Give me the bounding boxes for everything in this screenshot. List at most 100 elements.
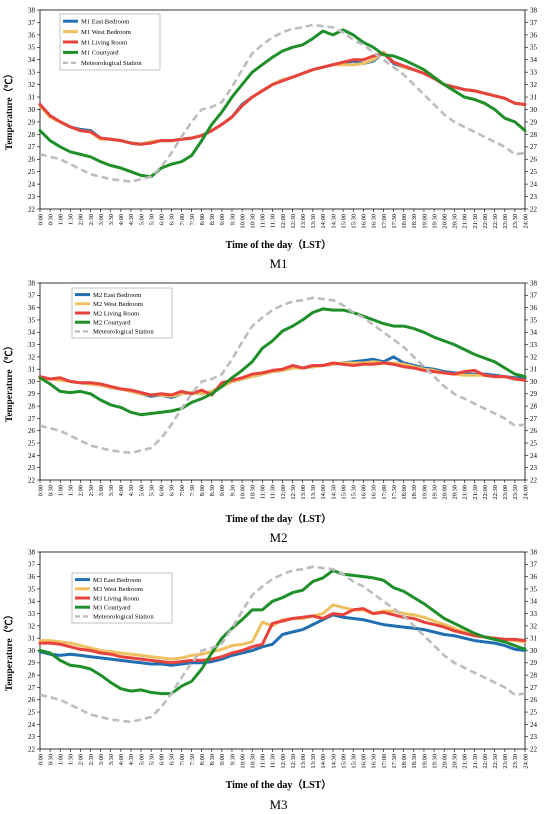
x-tick-label: 16:00 (361, 214, 368, 229)
x-tick-label: 10:00 (239, 214, 246, 229)
x-tick-label: 12:00 (280, 485, 287, 500)
x-tick-label: 6:30 (169, 214, 176, 225)
x-tick-label: 7:00 (179, 754, 186, 765)
y-tick-label: 28 (28, 131, 36, 139)
x-tick-label: 20:00 (441, 754, 448, 769)
chart-caption: M2 (269, 530, 287, 545)
x-tick-label: 12:30 (290, 754, 297, 769)
x-tick-label: 20:30 (452, 214, 459, 229)
y-tick-label-right: 22 (530, 205, 538, 213)
x-tick-label: 6:00 (159, 214, 166, 225)
x-tick-label: 4:00 (118, 214, 125, 225)
y-tick-label: 26 (28, 427, 36, 435)
x-tick-label: 19:30 (431, 754, 438, 769)
legend-entry: M1 East Bedroom (81, 19, 130, 26)
x-tick-label: 21:00 (462, 754, 469, 769)
y-tick-label: 24 (28, 721, 36, 729)
x-tick-label: 3:00 (98, 214, 105, 225)
x-tick-label: 9:00 (219, 214, 226, 225)
y-tick-label-right: 32 (530, 353, 538, 361)
y-tick-label-right: 34 (530, 329, 538, 337)
x-tick-label: 18:30 (411, 754, 418, 769)
x-tick-label: 0:00 (37, 214, 44, 225)
chart-panel-m2: 22 22 23 23 24 24 25 25 26 26 27 27 28 28 29 29 30 30 31 31… (3, 279, 538, 545)
y-tick-label: 35 (28, 316, 36, 324)
y-tick-label: 31 (28, 366, 36, 374)
legend-entry: M1 West Bedroom (81, 29, 132, 36)
y-tick-label: 30 (28, 106, 36, 114)
y-tick-label: 33 (28, 341, 36, 349)
x-tick-label: 3:00 (98, 485, 105, 496)
x-tick-label: 8:00 (199, 485, 206, 496)
x-tick-label: 7:30 (189, 754, 196, 765)
x-tick-label: 2:30 (88, 214, 95, 225)
y-tick-label: 28 (28, 672, 36, 680)
y-tick-label-right: 37 (530, 19, 538, 27)
x-tick-label: 7:00 (179, 214, 186, 225)
y-tick-label-right: 24 (530, 721, 538, 729)
legend: M2 East Bedroom M2 West Bedroom M2 Living … (71, 287, 173, 339)
x-tick-label: 20:00 (441, 485, 448, 500)
y-axis-label: Temperature（℃） (3, 610, 15, 691)
x-tick-label: 15:00 (340, 214, 347, 229)
y-tick-label: 29 (28, 118, 36, 126)
legend-entry: Meteorological Station (93, 329, 154, 336)
x-tick-label: 19:00 (421, 214, 428, 229)
x-tick-label: 13:00 (300, 485, 307, 500)
x-tick-label: 8:00 (199, 214, 206, 225)
x-tick-label: 23:00 (502, 214, 509, 229)
x-tick-label: 9:30 (229, 754, 236, 765)
x-tick-label: 21:00 (462, 485, 469, 500)
y-tick-label-right: 25 (530, 168, 538, 176)
y-tick-label: 36 (28, 304, 36, 312)
y-tick-label-right: 30 (530, 647, 538, 655)
y-tick-label-right: 33 (530, 341, 538, 349)
x-tick-label: 8:30 (209, 214, 216, 225)
series-line-4 (39, 296, 526, 455)
y-tick-label-right: 38 (530, 6, 538, 14)
x-tick-label: 8:30 (209, 754, 216, 765)
y-tick-label-right: 24 (530, 452, 538, 460)
x-tick-label: 14:30 (330, 485, 337, 500)
y-tick-label: 28 (28, 403, 36, 411)
x-tick-label: 22:30 (492, 485, 499, 500)
x-tick-label: 4:30 (128, 485, 135, 496)
x-tick-label: 17:30 (391, 485, 398, 500)
legend: M3 East Bedroom M3 West Bedroom M3 Living … (71, 572, 173, 624)
x-tick-label: 2:30 (88, 485, 95, 496)
x-tick-label: 18:00 (401, 754, 408, 769)
y-tick-label: 22 (28, 205, 36, 213)
x-tick-label: 5:30 (148, 214, 155, 225)
y-tick-label-right: 35 (530, 316, 538, 324)
y-tick-label-right: 23 (530, 733, 538, 741)
y-tick-label-right: 30 (530, 106, 538, 114)
x-tick-label: 13:30 (310, 214, 317, 229)
x-tick-label: 23:30 (512, 214, 519, 229)
x-tick-label: 0:30 (47, 214, 54, 225)
x-tick-label: 18:00 (401, 214, 408, 229)
y-tick-label: 32 (28, 622, 36, 630)
x-tick-label: 9:00 (219, 754, 226, 765)
y-tick-label-right: 37 (530, 561, 538, 569)
x-tick-label: 5:30 (148, 485, 155, 496)
chart-caption: M3 (269, 797, 287, 812)
x-tick-label: 11:30 (270, 214, 277, 228)
y-tick-label: 31 (28, 635, 36, 643)
x-tick-label: 6:30 (169, 485, 176, 496)
x-tick-label: 12:00 (280, 754, 287, 769)
y-tick-label-right: 36 (530, 31, 538, 39)
series-line-3 (38, 28, 527, 179)
x-tick-label: 1:00 (58, 754, 65, 765)
y-tick-label: 38 (28, 6, 36, 14)
x-tick-label: 22:00 (482, 754, 489, 769)
x-tick-label: 12:00 (280, 214, 287, 229)
x-tick-label: 13:00 (300, 754, 307, 769)
y-tick-label: 38 (28, 279, 36, 287)
y-tick-label: 24 (28, 181, 36, 189)
x-tick-label: 3:30 (108, 214, 115, 225)
x-tick-label: 11:30 (270, 754, 277, 768)
x-tick-label: 23:00 (502, 754, 509, 769)
legend-entry: M3 West Bedroom (93, 586, 144, 593)
x-tick-label: 9:30 (229, 485, 236, 496)
